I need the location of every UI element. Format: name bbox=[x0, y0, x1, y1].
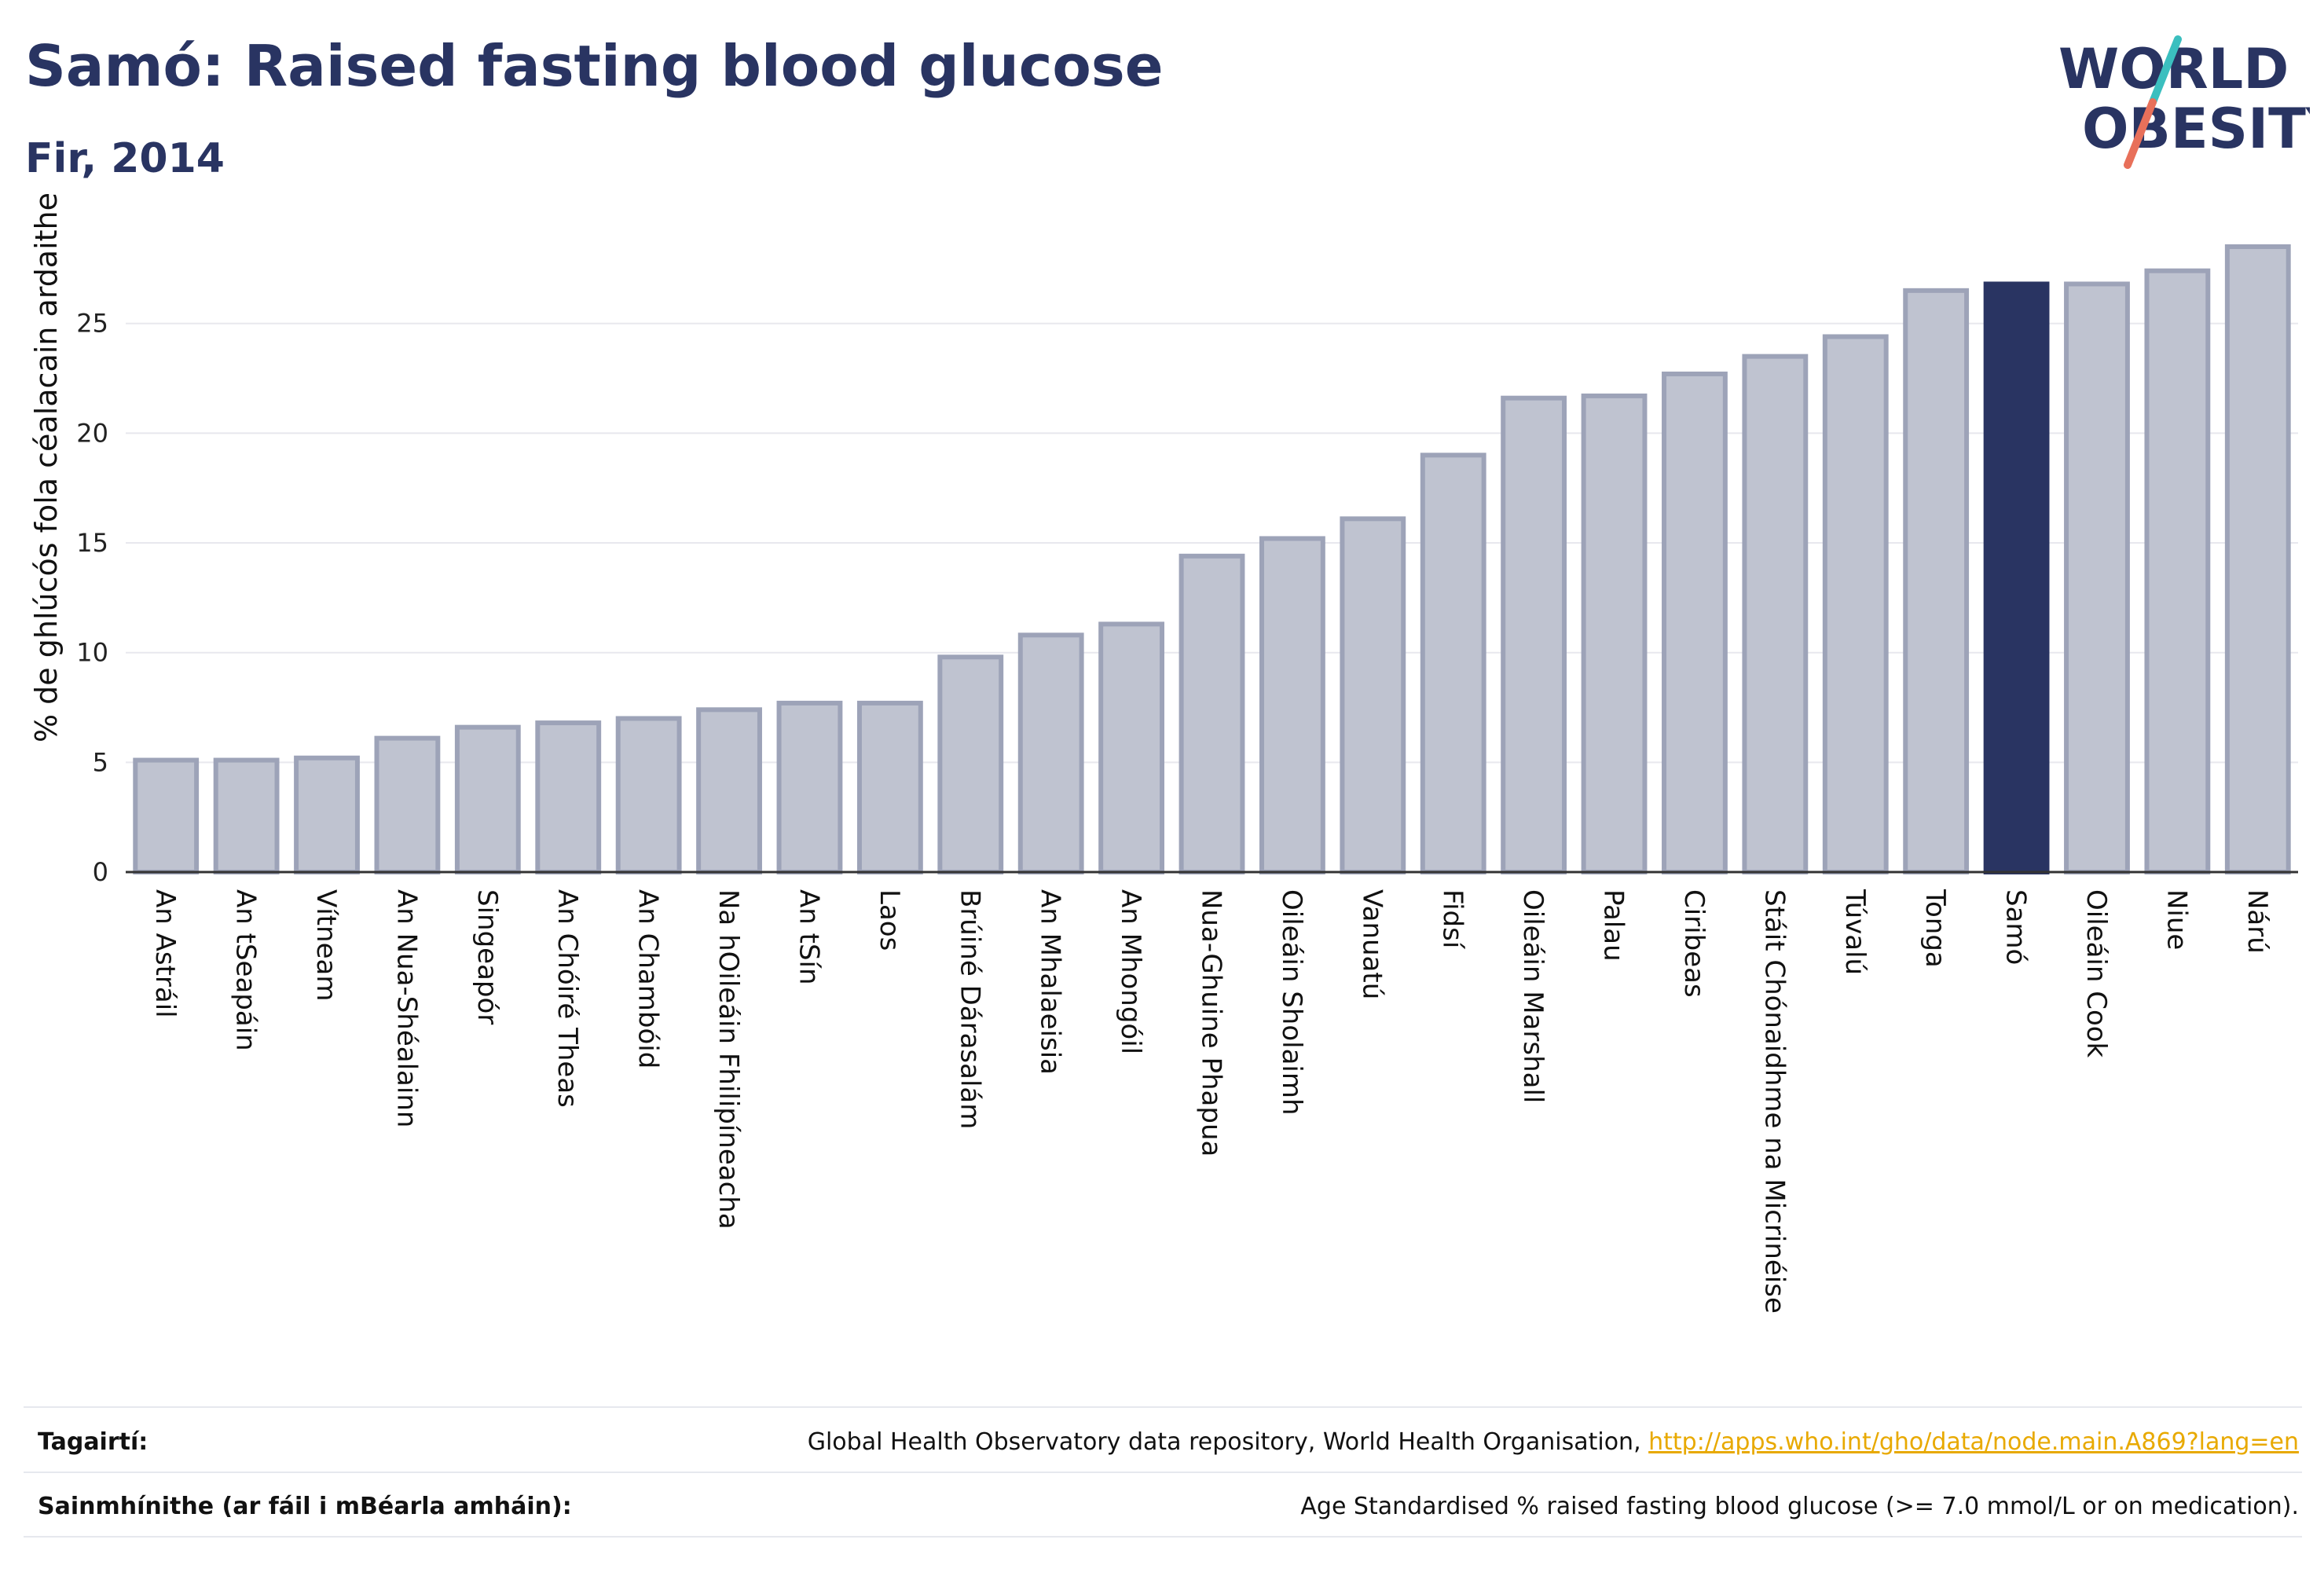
x-tick-label: Tonga bbox=[1919, 889, 1951, 968]
bar-chart: 0 5 10 15 20 25 An Astráil An tSeapáin Vítneam An… bbox=[29, 192, 2298, 1314]
x-tick-label: Vanuatú bbox=[1356, 889, 1387, 999]
bar bbox=[2144, 268, 2211, 875]
bar bbox=[1822, 334, 1889, 874]
bar bbox=[1903, 288, 1970, 874]
x-tick-label: Singeapór bbox=[471, 889, 503, 1024]
y-tick-label: 15 bbox=[76, 528, 108, 558]
bar bbox=[937, 654, 1004, 875]
definitions-row: Sainmhínithe (ar fáil i mBéarla amháin):… bbox=[24, 1475, 2302, 1538]
world-obesity-logo: WORLD OBESITY bbox=[2058, 35, 2310, 169]
bar bbox=[615, 716, 682, 875]
x-tick-label: Brúiné Dárasalám bbox=[954, 889, 985, 1129]
x-tick-label: An Chóiré Theas bbox=[552, 889, 583, 1108]
x-tick-label: An Chambóid bbox=[632, 889, 664, 1068]
bar bbox=[1178, 553, 1245, 874]
references-value: Global Health Observatory data repositor… bbox=[808, 1428, 2302, 1456]
references-link[interactable]: http://apps.who.int/gho/data/node.main.A… bbox=[1648, 1428, 2299, 1456]
x-tick-label: Oileáin Sholaimh bbox=[1276, 889, 1307, 1116]
bar bbox=[535, 720, 602, 874]
references-text: Global Health Observatory data repositor… bbox=[807, 1428, 1649, 1456]
x-tick-label: Samó bbox=[2000, 889, 2032, 965]
bar bbox=[133, 757, 200, 874]
bar bbox=[1098, 621, 1165, 875]
definitions-label: Sainmhínithe (ar fáil i mBéarla amháin): bbox=[38, 1492, 572, 1520]
bar bbox=[1581, 393, 1648, 874]
bar bbox=[374, 735, 441, 874]
y-axis-label: % de ghlúcós fola céalacain ardaithe bbox=[29, 192, 64, 742]
x-tick-label: Nárú bbox=[2242, 889, 2273, 954]
bar bbox=[1662, 371, 1728, 874]
bar bbox=[776, 700, 843, 874]
bar bbox=[1340, 516, 1406, 875]
y-tick-label: 25 bbox=[76, 309, 108, 339]
bar bbox=[294, 755, 360, 874]
bar bbox=[1420, 453, 1486, 874]
x-tick-label: Oileáin Marshall bbox=[1517, 889, 1549, 1103]
bar bbox=[1017, 632, 1084, 875]
x-tick-label: An Nua-Shéalainn bbox=[390, 889, 422, 1127]
bar bbox=[213, 757, 280, 874]
x-tick-label: Niue bbox=[2161, 889, 2192, 950]
x-tick-label: An tSín bbox=[793, 889, 824, 985]
x-tick-label: Ciribeas bbox=[1678, 889, 1710, 998]
page-title: Samó: Raised fasting blood glucose bbox=[25, 33, 1164, 99]
x-tick-label: Fidsí bbox=[1437, 889, 1468, 950]
bar bbox=[1742, 354, 1809, 875]
x-tick-label: Stáit Chónaidhme na Micrinéise bbox=[1758, 889, 1790, 1314]
x-tick-label: Laos bbox=[874, 889, 905, 951]
page-subtitle: Fir, 2014 bbox=[25, 135, 225, 182]
references-row: Tagairtí: Global Health Observatory data… bbox=[24, 1410, 2302, 1473]
x-tick-label: Túvalú bbox=[1839, 889, 1871, 975]
bar bbox=[2224, 244, 2291, 874]
x-tick-label: Na hOileáin Fhilipíneacha bbox=[713, 889, 744, 1230]
bar bbox=[696, 707, 762, 875]
y-tick-label: 0 bbox=[93, 857, 108, 887]
x-tick-label: Palau bbox=[1598, 889, 1629, 962]
y-tick-label: 5 bbox=[93, 747, 108, 777]
x-tick-label: Vítneam bbox=[310, 889, 342, 1001]
definitions-value: Age Standardised % raised fasting blood … bbox=[1300, 1492, 2299, 1520]
y-tick-label: 10 bbox=[76, 638, 108, 668]
bar bbox=[1259, 536, 1325, 875]
footer-divider-top bbox=[24, 1406, 2302, 1408]
footer-divider-middle bbox=[24, 1472, 2302, 1473]
x-tick-label: Nua-Ghuine Phapua bbox=[1196, 889, 1227, 1156]
bar bbox=[1501, 395, 1567, 875]
logo-slash-bottom bbox=[2124, 98, 2157, 169]
logo-slash-top bbox=[2149, 35, 2182, 106]
footer-divider-bottom bbox=[24, 1536, 2302, 1538]
x-tick-label: An tSeapáin bbox=[230, 889, 262, 1051]
bar-highlight bbox=[1983, 281, 2050, 874]
y-tick-label: 20 bbox=[76, 418, 108, 448]
bar bbox=[856, 700, 923, 874]
references-label: Tagairtí: bbox=[38, 1428, 148, 1456]
bar bbox=[2064, 281, 2130, 874]
logo-line-2: OBESITY bbox=[2082, 97, 2310, 161]
x-tick-label: An Mhongóil bbox=[1115, 889, 1146, 1054]
bar bbox=[454, 724, 521, 874]
x-tick-label: An Mhalaeisia bbox=[1035, 889, 1066, 1075]
x-tick-label: An Astráil bbox=[149, 889, 181, 1018]
x-tick-label: Oileáin Cook bbox=[2080, 889, 2112, 1058]
